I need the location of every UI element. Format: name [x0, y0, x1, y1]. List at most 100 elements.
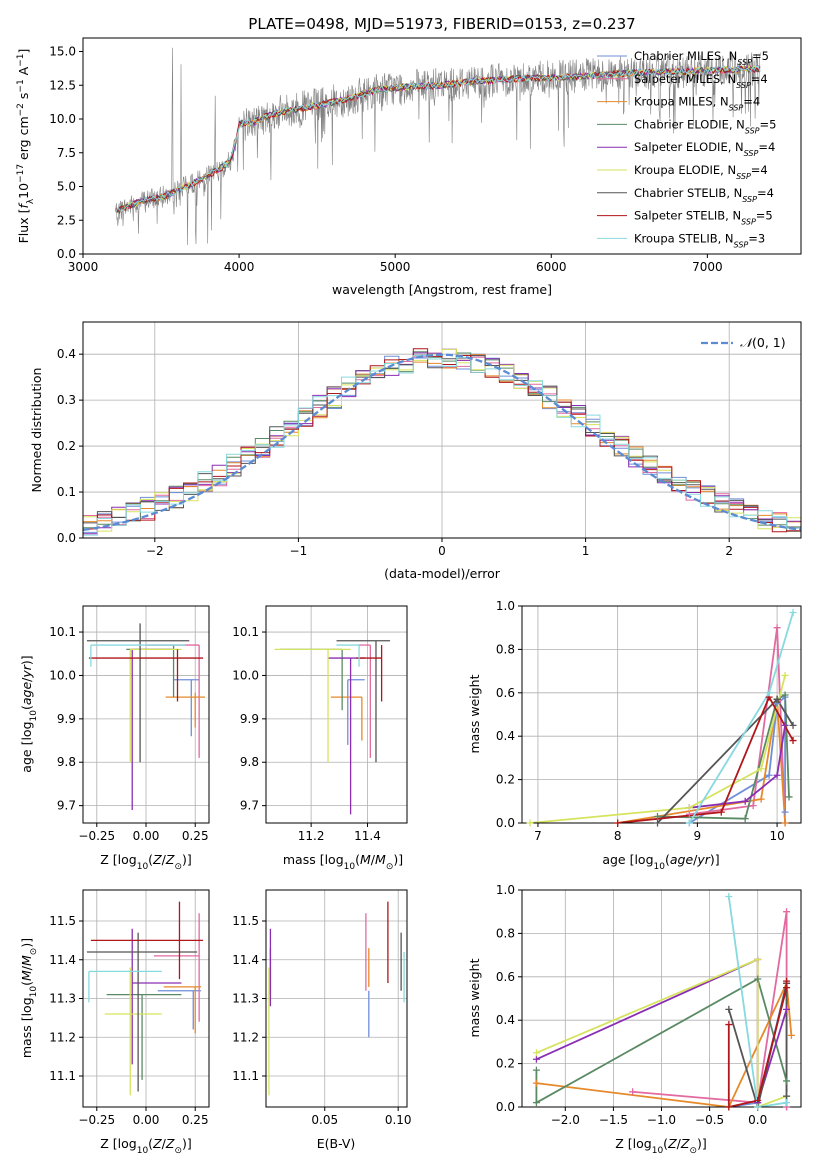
age-weight-ytick-label: 0.8 — [496, 642, 515, 656]
legend-label-salpeter-miles: Salpeter MILES, NSSP=4 — [634, 72, 768, 90]
z-mass-ytick-label: 11.4 — [49, 953, 76, 967]
spectrum-xtick-label: 4000 — [224, 260, 255, 274]
age-weight-ylabel: mass weight — [467, 674, 482, 753]
ebv-mass-ytick-label: 11.4 — [232, 953, 259, 967]
z-weight-ylabel: mass weight — [467, 958, 482, 1037]
z-mass-ylabel: mass [log10(M/M⊙)] — [19, 938, 39, 1058]
z-age-plot-area — [86, 623, 206, 810]
age-weight-marker-salpeter-miles — [749, 802, 757, 810]
age-weight-ytick-label: 1.0 — [496, 599, 515, 613]
age-weight-marker-chabrier-miles — [781, 808, 789, 816]
legend-label-kroupa-elodie: Kroupa ELODIE, NSSP=4 — [634, 163, 768, 181]
residuals-ytick-label: 0.2 — [57, 439, 76, 453]
spectrum-ytick-label: 0.0 — [57, 247, 76, 261]
age-weight-frame — [521, 605, 802, 824]
age-weight-marker-kroupa-stelib — [765, 689, 773, 697]
age-weight-ytick-label: 0.4 — [496, 729, 515, 743]
ebv-mass-ytick-label: 11.1 — [232, 1069, 259, 1083]
z-weight-marker-chabrier-elodie — [532, 1099, 540, 1107]
age-weight-xtick-label: 8 — [614, 829, 622, 843]
spectrum-xlabel: wavelength [Angstrom, rest frame] — [332, 282, 552, 297]
age-weight-marker-salpeter-elodie — [773, 771, 781, 779]
z-weight-marker-chabrier-elodie — [532, 1066, 540, 1074]
mass-age-plot-area — [274, 640, 391, 815]
z-weight-marker-salpeter-stelib — [725, 1021, 733, 1029]
spectrum-ytick-label: 7.5 — [57, 146, 76, 160]
age-weight-marker-kroupa-miles — [757, 795, 765, 803]
z-weight-marker-kroupa-stelib — [754, 1103, 762, 1111]
age-weight-xtick-label: 9 — [694, 829, 702, 843]
legend-label-chabrier-miles: Chabrier MILES, NSSP=5 — [634, 49, 769, 67]
mass-age-xlabel: mass [log10(M/M⊙)] — [283, 852, 403, 872]
residuals-panel: −2 −1 0 1 2 0.0 0.1 0.2 0.3 0.4 — [57, 321, 802, 558]
z-weight-marker-kroupa-elodie — [754, 955, 762, 963]
age-weight-marker-chabrier-elodie — [654, 812, 662, 820]
z-weight-marker-kroupa-stelib — [783, 1099, 791, 1107]
mass-age-ytick-label: 10.1 — [232, 625, 259, 639]
spectrum-frame — [82, 37, 802, 255]
z-weight-ytick-label: 1.0 — [496, 883, 515, 897]
residuals-xtick-label: 2 — [725, 544, 733, 558]
residuals-xtick-label: 1 — [582, 544, 590, 558]
z-age-xlabel: Z [log10(Z/Z⊙)] — [100, 852, 192, 872]
z-mass-ytick-label: 11.5 — [49, 914, 76, 928]
z-weight-marker-chabrier-elodie — [783, 1077, 791, 1085]
z-age-ylabel: age [log10(age/yr)] — [19, 655, 39, 772]
z-weight-marker-kroupa-miles — [532, 1079, 540, 1087]
age-weight-marker-kroupa-elodie — [685, 804, 693, 812]
z-weight-xlabel: Z [log10(Z/Z⊙)] — [615, 1136, 707, 1156]
age-weight-marker-kroupa-elodie — [526, 819, 534, 827]
age-weight-line-kroupa-elodie — [529, 675, 786, 823]
mass-age-ytick-label: 9.9 — [240, 712, 259, 726]
age-weight-marker-salpeter-miles — [773, 624, 781, 632]
age-weight-marker-salpeter-stelib — [789, 737, 797, 745]
z-mass-xtick-label: −0.25 — [78, 1113, 115, 1127]
age-weight-xtick-label: 7 — [534, 829, 542, 843]
mass-age-frame — [265, 605, 408, 824]
z-weight-ytick-label: 0.0 — [496, 1100, 515, 1114]
ebv-mass-ytick-label: 11.2 — [232, 1030, 259, 1044]
legend-label-salpeter-stelib: Salpeter STELIB, NSSP=5 — [634, 209, 773, 227]
z-weight-marker-salpeter-miles — [629, 1088, 637, 1096]
age-weight-ytick-label: 0.6 — [496, 686, 515, 700]
z-weight-marker-chabrier-stelib — [725, 1005, 733, 1013]
age-weight-line-salpeter-elodie — [689, 725, 786, 809]
spectrum-plot-area — [114, 47, 761, 245]
age-weight-marker-chabrier-miles — [765, 771, 773, 779]
spectrum-ytick-label: 2.5 — [57, 213, 76, 227]
spectrum-model-kroupa-stelib — [115, 65, 761, 212]
age-weight-marker-salpeter-stelib — [614, 819, 622, 827]
residuals-ytick-label: 0.1 — [57, 485, 76, 499]
residuals-ytick-label: 0.0 — [57, 531, 76, 545]
legend-label-kroupa-miles: Kroupa MILES, NSSP=4 — [634, 95, 760, 113]
age-weight-marker-chabrier-stelib — [789, 721, 797, 729]
z-weight-line-kroupa-elodie — [536, 958, 787, 1107]
age-weight-marker-kroupa-elodie — [781, 671, 789, 679]
z-weight-marker-salpeter-elodie — [783, 1005, 791, 1013]
z-weight-marker-kroupa-elodie — [532, 1049, 540, 1057]
mass-age-xtick-label: 11.4 — [354, 829, 381, 843]
z-age-ytick-label: 10.1 — [49, 625, 76, 639]
age-weight-marker-chabrier-elodie — [785, 793, 793, 801]
z-weight-xtick-label: −1.5 — [599, 1113, 628, 1127]
z-weight-xtick-label: −2.0 — [551, 1113, 580, 1127]
z-weight-marker-chabrier-elodie — [754, 975, 762, 983]
age-weight-marker-kroupa-stelib — [685, 819, 693, 827]
age-weight-plot-area — [529, 612, 794, 823]
age-weight-ytick-label: 0.0 — [496, 816, 515, 830]
mass-age-panel: 11.2 11.4 9.7 9.8 9.9 10.0 10.1 — [232, 605, 408, 843]
z-weight-ytick-label: 0.4 — [496, 1013, 515, 1027]
age-weight-line-chabrier-miles — [688, 695, 786, 823]
age-weight-marker-chabrier-elodie — [781, 691, 789, 699]
spectrum-xtick-label: 5000 — [380, 260, 411, 274]
z-age-xtick-label: −0.25 — [78, 829, 115, 843]
z-age-panel: −0.25 0.00 0.25 9.7 9.8 9.9 10.0 10.1 — [49, 605, 210, 843]
z-mass-xtick-label: 0.00 — [133, 1113, 160, 1127]
z-weight-marker-kroupa-miles — [787, 1031, 795, 1039]
legend-label-chabrier-elodie: Chabrier ELODIE, NSSP=5 — [634, 117, 776, 135]
z-age-ytick-label: 9.9 — [57, 712, 76, 726]
spectrum-panel: 3000 4000 5000 6000 7000 0.0 2.5 5.0 7.5 10.0 12.5… — [49, 37, 802, 274]
age-weight-line-chabrier-elodie — [657, 693, 790, 820]
age-weight-line-salpeter-stelib — [617, 695, 794, 823]
age-weight-marker-kroupa-stelib — [789, 609, 797, 617]
